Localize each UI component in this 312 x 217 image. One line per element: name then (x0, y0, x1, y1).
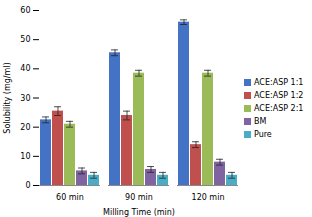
svg-text:50: 50 (20, 35, 30, 44)
svg-text:40: 40 (20, 64, 30, 73)
svg-text:Milling Time (min): Milling Time (min) (103, 208, 175, 217)
svg-text:30: 30 (20, 94, 30, 103)
html-text:ACE:ASP 1:1: ACE:ASP 1:1 (254, 78, 304, 87)
html-text:BM: BM (254, 117, 267, 126)
svg-text:20: 20 (20, 123, 30, 132)
html-text:Pure: Pure (254, 130, 272, 139)
html-text:ACE:ASP 1:2: ACE:ASP 1:2 (254, 91, 304, 100)
svg-text:60: 60 (20, 6, 30, 15)
svg-text:90 min: 90 min (125, 193, 153, 202)
svg-text:120 min: 120 min (192, 193, 225, 202)
svg-text:60 min: 60 min (56, 193, 84, 202)
svg-text:10: 10 (20, 152, 30, 161)
html-text:ACE:ASP 2:1: ACE:ASP 2:1 (254, 104, 304, 113)
svg-text:Solubility (mg/ml): Solubility (mg/ml) (3, 62, 12, 133)
svg-text:0: 0 (25, 181, 30, 190)
